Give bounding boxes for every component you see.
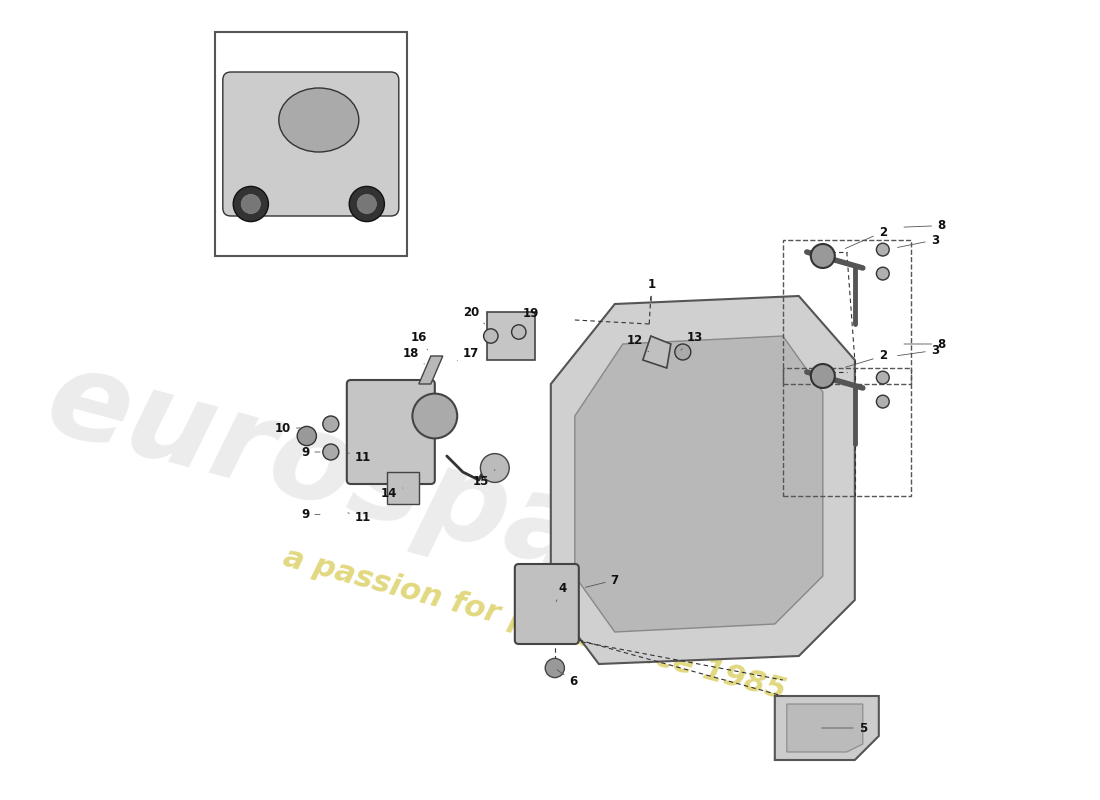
Polygon shape (642, 336, 671, 368)
Text: 10: 10 (275, 422, 300, 434)
Circle shape (241, 194, 261, 214)
Circle shape (512, 325, 526, 339)
Circle shape (481, 454, 509, 482)
Text: a passion for parts since 1985: a passion for parts since 1985 (280, 542, 790, 706)
Text: 8: 8 (904, 219, 945, 232)
Bar (487, 312, 535, 360)
Circle shape (877, 395, 889, 408)
Circle shape (546, 658, 564, 678)
Bar (387, 472, 419, 504)
Text: 7: 7 (585, 574, 619, 587)
Text: 16: 16 (410, 331, 428, 350)
Bar (783, 240, 911, 384)
Circle shape (358, 194, 376, 214)
Circle shape (484, 329, 498, 343)
FancyBboxPatch shape (346, 380, 434, 484)
Text: 1: 1 (648, 278, 656, 302)
Polygon shape (774, 696, 879, 760)
Text: 9: 9 (301, 508, 320, 521)
Bar (214, 32, 407, 256)
Text: 4: 4 (557, 582, 566, 602)
Text: 6: 6 (557, 670, 578, 688)
Circle shape (233, 186, 268, 222)
Circle shape (412, 394, 458, 438)
Text: 11: 11 (348, 511, 371, 524)
Polygon shape (419, 356, 443, 384)
Bar (783, 368, 911, 496)
Polygon shape (786, 704, 862, 752)
Text: 9: 9 (301, 446, 320, 458)
Text: 2: 2 (846, 350, 887, 367)
Text: 14: 14 (381, 487, 403, 500)
Text: 19: 19 (522, 307, 539, 326)
Polygon shape (575, 336, 823, 632)
Circle shape (297, 426, 317, 446)
FancyBboxPatch shape (515, 564, 579, 644)
Text: eurospares: eurospares (34, 339, 811, 653)
Circle shape (674, 344, 691, 360)
Text: 13: 13 (681, 331, 703, 350)
Text: 8: 8 (904, 338, 945, 350)
Text: 11: 11 (348, 451, 371, 464)
Circle shape (877, 371, 889, 384)
Circle shape (811, 244, 835, 268)
Text: 18: 18 (403, 347, 425, 364)
FancyBboxPatch shape (223, 72, 399, 216)
Ellipse shape (278, 88, 359, 152)
Circle shape (877, 267, 889, 280)
Text: 12: 12 (627, 334, 649, 352)
Text: 17: 17 (458, 347, 478, 360)
Circle shape (349, 186, 384, 222)
Text: 20: 20 (463, 306, 485, 324)
Circle shape (322, 416, 339, 432)
Text: 15: 15 (473, 470, 495, 488)
Circle shape (322, 444, 339, 460)
Circle shape (811, 364, 835, 388)
Text: 2: 2 (846, 226, 887, 249)
Text: 3: 3 (898, 344, 939, 357)
Polygon shape (551, 296, 855, 664)
Text: 3: 3 (898, 234, 939, 247)
Circle shape (877, 243, 889, 256)
Text: 5: 5 (822, 722, 867, 734)
